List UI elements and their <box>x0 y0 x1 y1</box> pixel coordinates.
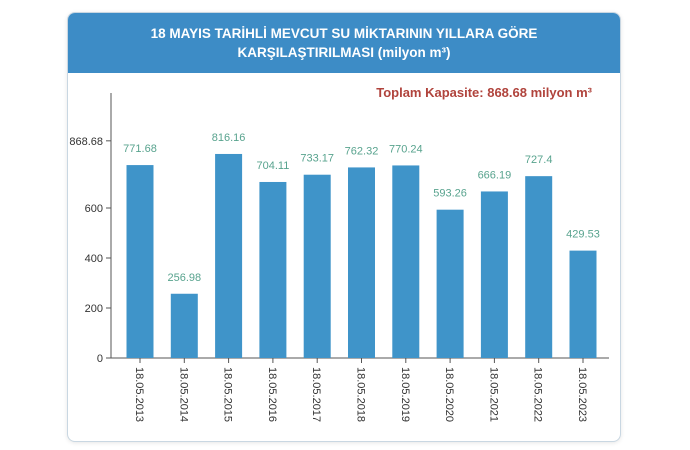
y-tick-label: 868.68 <box>69 136 103 148</box>
chart-card: 18 MAYIS TARİHLİ MEVCUT SU MİKTARININ YI… <box>67 12 621 442</box>
data-label: 666.19 <box>478 169 512 181</box>
data-label: 429.53 <box>566 229 600 241</box>
data-label: 816.16 <box>212 132 246 144</box>
x-tick-label: 18.05.2016 <box>266 367 278 422</box>
y-tick-label: 0 <box>97 353 103 365</box>
x-tick-label: 18.05.2020 <box>443 367 455 422</box>
y-tick-label: 400 <box>85 253 103 265</box>
bar <box>303 174 331 358</box>
bar-chart: 0 200 400 600 868.68 771.68 18.05.2013 256.98 18… <box>69 93 609 422</box>
data-label: 762.32 <box>345 145 379 157</box>
x-tick-label: 18.05.2013 <box>133 367 145 422</box>
x-tick-label: 18.05.2022 <box>532 367 544 422</box>
bar <box>480 191 508 358</box>
data-label: 593.26 <box>433 188 467 200</box>
data-label: 733.17 <box>300 153 334 165</box>
bar <box>569 250 597 358</box>
y-tick-label: 600 <box>85 203 103 215</box>
x-tick-label: 18.05.2018 <box>355 367 367 422</box>
chart-title: 18 MAYIS TARİHLİ MEVCUT SU MİKTARININ YI… <box>68 13 620 73</box>
x-tick-label: 18.05.2019 <box>399 367 411 422</box>
bar <box>170 293 198 358</box>
bar <box>525 176 553 358</box>
x-tick-label: 18.05.2017 <box>310 367 322 422</box>
x-tick-label: 18.05.2014 <box>177 367 189 422</box>
data-label: 704.11 <box>256 160 289 172</box>
y-tick-label: 200 <box>85 303 103 315</box>
x-tick-label: 18.05.2015 <box>222 367 234 422</box>
bar <box>215 153 243 358</box>
x-tick-label: 18.05.2021 <box>487 367 499 422</box>
bar <box>392 165 420 358</box>
x-tick-label: 18.05.2023 <box>576 367 588 422</box>
bar <box>348 167 375 358</box>
data-label: 256.98 <box>167 272 201 284</box>
capacity-note: Toplam Kapasite: 868.68 milyon m³ <box>376 85 592 100</box>
data-label: 771.68 <box>123 143 157 155</box>
bar <box>259 181 287 358</box>
bar <box>436 209 464 358</box>
data-label: 770.24 <box>389 143 423 155</box>
data-label: 727.4 <box>525 154 553 166</box>
bar <box>126 165 154 358</box>
